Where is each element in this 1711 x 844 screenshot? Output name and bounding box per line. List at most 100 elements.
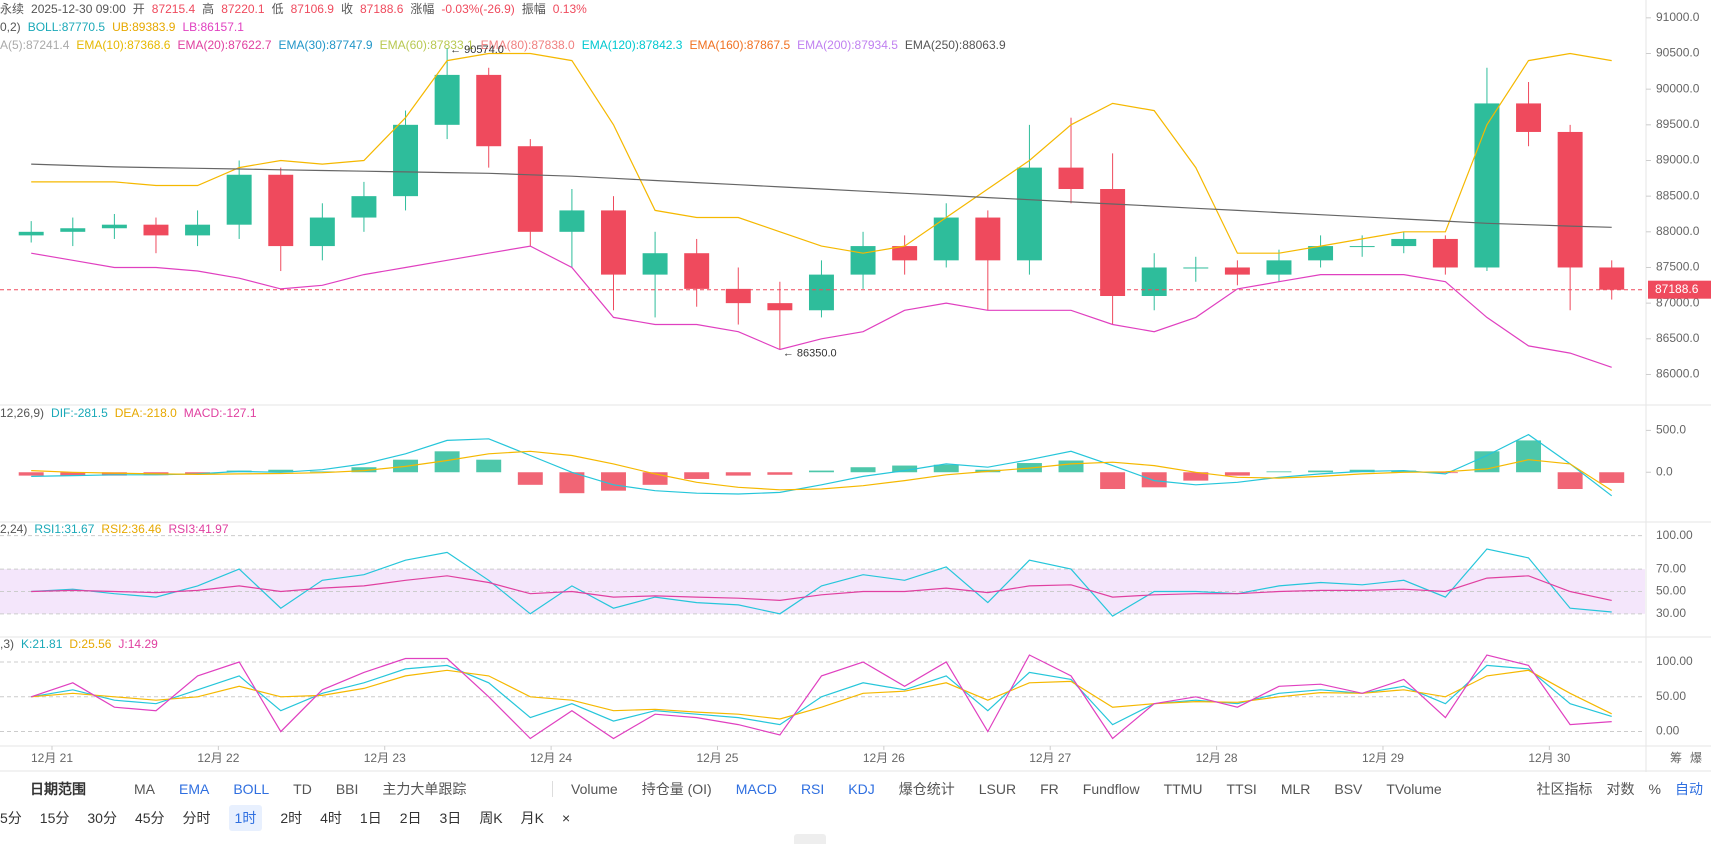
divider xyxy=(552,781,553,797)
macd-bar xyxy=(808,470,834,473)
toolbar-item[interactable]: LSUR xyxy=(978,781,1017,797)
toolbar-item[interactable]: 持仓量 (OI) xyxy=(641,781,712,797)
macd-bar xyxy=(351,467,377,473)
toolbar-item[interactable]: 15分 xyxy=(39,810,70,826)
x-tick-label: 12月 29 xyxy=(1362,751,1404,765)
y-tick-label: 88500.0 xyxy=(1656,188,1700,202)
side-tool[interactable]: 爆 xyxy=(1690,751,1702,765)
toolbar-item[interactable]: EMA xyxy=(179,781,210,797)
legend-item: 收 xyxy=(341,2,353,16)
toolbar-item[interactable]: 2时 xyxy=(280,810,303,826)
series-line xyxy=(31,163,1612,228)
toolbar-item[interactable]: 3日 xyxy=(439,810,462,826)
toolbar-item[interactable]: Fundflow xyxy=(1082,781,1140,797)
y-tick-label: 89000.0 xyxy=(1656,153,1700,167)
candle-body xyxy=(1349,246,1375,248)
toolbar-item[interactable]: 日期范围 xyxy=(30,781,86,797)
toolbar-item[interactable]: 社区指标 xyxy=(1536,781,1593,797)
macd-bar xyxy=(933,464,959,473)
toolbar-item[interactable]: RSI xyxy=(800,781,825,797)
toolbar-item[interactable]: 45分 xyxy=(134,810,165,826)
macd-bar xyxy=(1183,472,1209,481)
toolbar-item[interactable]: TTMU xyxy=(1163,781,1203,797)
candle-body xyxy=(975,217,1001,261)
toolbar-item[interactable]: 月K xyxy=(520,810,544,826)
toolbar-item[interactable]: × xyxy=(562,810,571,826)
macd-bar xyxy=(476,459,502,473)
y-tick-label: 87000.0 xyxy=(1656,295,1700,309)
toolbar-item[interactable]: 分时 xyxy=(182,810,211,826)
toolbar-item[interactable]: BOLL xyxy=(233,781,270,797)
legend-line: 12,26,9) DIF:-281.5 DEA:-218.0 MACD:-127.1 xyxy=(0,406,257,420)
legend-item: EMA(60):87833.1 xyxy=(380,38,474,52)
legend-item: 87188.6 xyxy=(360,2,404,16)
legend-item: ,3) xyxy=(0,637,14,651)
legend-item: BOLL:87770.5 xyxy=(28,20,106,34)
toolbar-item[interactable]: MLR xyxy=(1280,781,1311,797)
candle-body xyxy=(60,228,86,232)
toolbar-item[interactable]: 对数 xyxy=(1606,781,1635,797)
series-line xyxy=(31,450,1613,492)
y-tick-label: 0.00 xyxy=(1656,724,1680,738)
toolbar-item[interactable]: 爆仓统计 xyxy=(898,781,955,797)
legend-item: MACD:-127.1 xyxy=(184,406,257,420)
legend-item: 0,2) xyxy=(0,20,21,34)
toolbar-item[interactable]: BBI xyxy=(335,781,359,797)
price-tag xyxy=(1648,280,1711,299)
candle-body xyxy=(1391,238,1417,247)
toolbar-item[interactable]: MACD xyxy=(735,781,777,797)
macd-bar xyxy=(1058,460,1084,473)
candle-body xyxy=(1058,167,1084,190)
legend-item: 2,24) xyxy=(0,522,27,536)
candle-body xyxy=(559,210,585,232)
legend-line: ,3) K:21.81 D:25.56 J:14.29 xyxy=(0,637,158,651)
legend-line: 永续 2025-12-30 09:00 开 87215.4 高 87220.1 低 87106… xyxy=(0,1,587,16)
toolbar-item[interactable]: KDJ xyxy=(848,781,875,797)
toolbar-item[interactable]: 2日 xyxy=(399,810,422,826)
toolbar-item[interactable]: BSV xyxy=(1334,781,1363,797)
toolbar-item[interactable]: FR xyxy=(1040,781,1059,797)
toolbar-item[interactable]: Volume xyxy=(571,781,618,797)
toolbar-item[interactable]: % xyxy=(1648,781,1661,797)
side-tool[interactable]: 筹 xyxy=(1670,751,1682,765)
candle-body xyxy=(185,224,211,236)
legend-item: EMA(10):87368.6 xyxy=(76,38,170,52)
macd-bar xyxy=(1100,472,1126,490)
legend-item: 12,26,9) xyxy=(0,406,44,420)
legend-item: EMA(160):87867.5 xyxy=(689,38,790,52)
candle-body xyxy=(1141,267,1167,297)
candle-body xyxy=(1516,103,1542,132)
toolbar-item[interactable]: 主力大单跟踪 xyxy=(382,781,467,797)
macd-bar xyxy=(601,472,626,491)
toolbar-item[interactable]: 1日 xyxy=(359,810,382,826)
toolbar-item[interactable]: TD xyxy=(293,781,312,797)
legend-item: K:21.81 xyxy=(21,637,63,651)
legend-item: 2025-12-30 09:00 xyxy=(31,2,126,16)
legend-item: 高 xyxy=(202,1,214,16)
toolbar-item[interactable]: TTSI xyxy=(1226,781,1257,797)
y-tick-label: 50.00 xyxy=(1656,584,1686,598)
legend-item: EMA(120):87842.3 xyxy=(582,38,683,52)
chart: 永续 2025-12-30 09:00 开 87215.4 高 87220.1 低 87106… xyxy=(0,0,1711,772)
toolbar-item[interactable]: 5分 xyxy=(0,810,22,826)
toolbar-item[interactable]: 周K xyxy=(479,810,503,826)
legend-item: 低 xyxy=(272,2,284,16)
toolbar-item[interactable]: MA xyxy=(134,781,155,797)
toolbar-item[interactable]: TVolume xyxy=(1386,781,1442,797)
macd-bar xyxy=(1516,440,1542,473)
toolbar-item[interactable]: 4时 xyxy=(320,810,342,826)
legend-item: 振幅 xyxy=(522,1,546,16)
series-line xyxy=(31,669,1612,720)
toolbar-item[interactable]: 30分 xyxy=(87,810,117,826)
resize-handle[interactable] xyxy=(794,834,826,844)
toolbar-item[interactable]: 1时 xyxy=(228,805,263,831)
x-tick-label: 12月 25 xyxy=(696,751,738,765)
candle-body xyxy=(1599,267,1625,290)
toolbar-item[interactable]: 自动 xyxy=(1675,781,1703,797)
y-tick-label: 90000.0 xyxy=(1656,81,1700,95)
legend-item: DEA:-218.0 xyxy=(115,406,177,420)
x-tick-label: 12月 22 xyxy=(197,751,239,765)
x-tick-label: 12月 26 xyxy=(863,751,905,765)
y-tick-label: 100.00 xyxy=(1656,654,1693,668)
legend-line: A(5):87241.4 EMA(10):87368.6 EMA(20):87622… xyxy=(0,38,1006,52)
